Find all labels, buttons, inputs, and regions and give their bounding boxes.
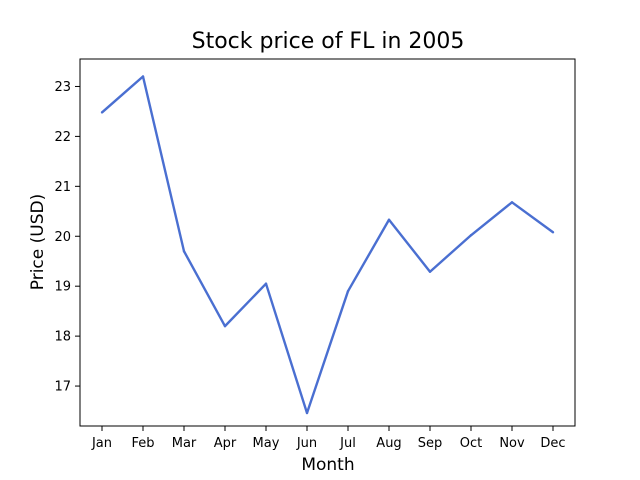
data-point <box>387 218 391 221</box>
data-point <box>100 111 104 114</box>
x-tick-label: Oct <box>460 436 482 451</box>
series-line <box>101 75 554 415</box>
x-axis-ticks: Jan Feb Mar Apr May Jun Jul Aug Sep Oct Nov Dec <box>91 426 566 451</box>
y-tick-label: 20 <box>54 230 71 245</box>
y-tick-label: 23 <box>54 80 71 95</box>
series-layer <box>100 75 555 415</box>
chart-title: Stock price of FL in 2005 <box>192 29 465 54</box>
data-point <box>182 250 186 253</box>
x-tick-label: Jul <box>339 436 356 451</box>
plot-area-frame <box>79 58 576 427</box>
y-axis-ticks: 17 18 19 20 21 22 23 <box>54 80 80 395</box>
x-tick-label: Jun <box>296 436 317 451</box>
x-tick-label: Nov <box>499 436 525 451</box>
x-tick-label: Mar <box>172 436 197 451</box>
data-point <box>551 231 555 234</box>
x-axis-label: Month <box>301 455 354 475</box>
x-tick-label: Jan <box>91 436 112 451</box>
data-point <box>264 282 268 285</box>
data-point <box>141 75 145 78</box>
y-tick-label: 19 <box>54 280 71 295</box>
y-tick-label: 21 <box>54 180 71 195</box>
y-tick-label: 17 <box>54 380 71 395</box>
x-tick-label: Aug <box>376 436 401 451</box>
x-tick-label: Sep <box>418 436 443 451</box>
x-tick-label: Apr <box>214 436 237 451</box>
x-tick-label: Dec <box>540 436 565 451</box>
y-tick-label: 18 <box>54 330 71 345</box>
data-point <box>223 324 227 328</box>
data-point <box>305 411 309 415</box>
x-tick-label: Feb <box>131 436 154 451</box>
y-axis-label: Price (USD) <box>28 194 48 290</box>
x-tick-label: May <box>253 436 280 451</box>
data-point <box>510 201 514 204</box>
y-tick-label: 22 <box>54 130 71 145</box>
data-point <box>428 270 432 273</box>
data-point <box>469 234 473 237</box>
data-point <box>346 289 350 293</box>
